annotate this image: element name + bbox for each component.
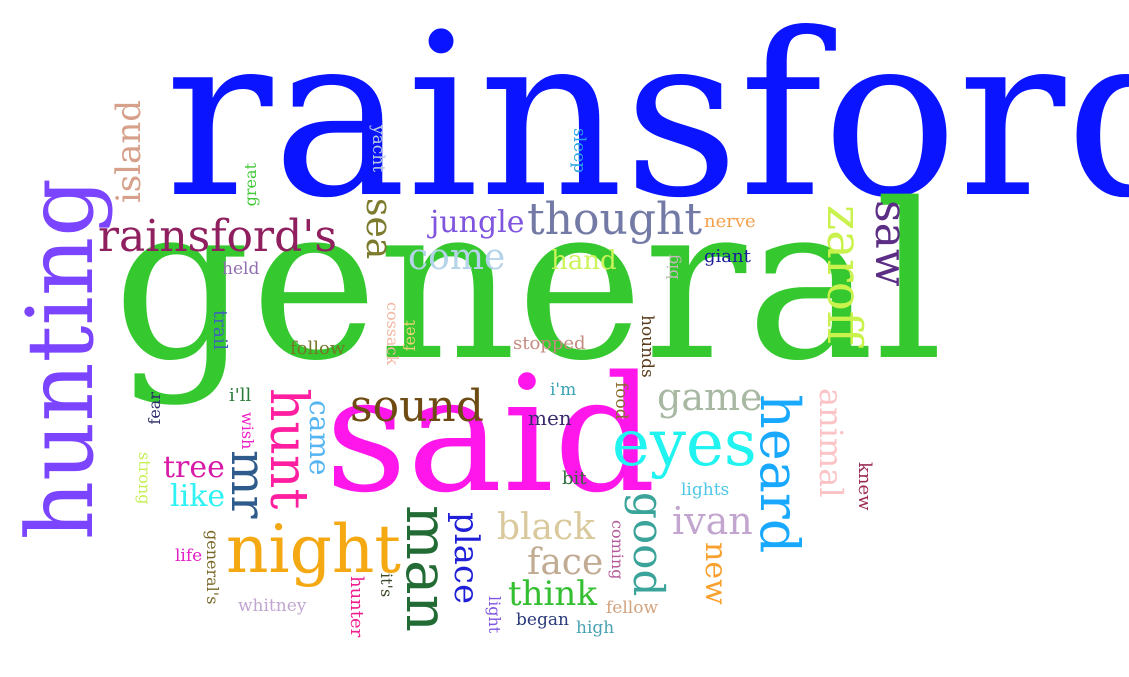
word-whitney: whitney — [238, 596, 307, 616]
word-place: place — [446, 512, 486, 605]
word-coming: coming — [608, 520, 627, 580]
word-zaroff: zaroff — [816, 205, 872, 345]
word-rainsfords: rainsford's — [98, 211, 337, 262]
word-heard: heard — [748, 394, 811, 554]
word-good: good — [624, 492, 673, 597]
word-sleep: sleep — [569, 128, 589, 174]
word-tree: tree — [163, 450, 225, 485]
word-jungle: jungle — [430, 205, 525, 240]
word-its: it's — [377, 573, 396, 598]
word-men: men — [528, 406, 572, 430]
word-hand: hand — [551, 246, 617, 276]
word-wish: wish — [238, 412, 257, 450]
word-ill: i'll — [229, 385, 252, 406]
word-giant: giant — [704, 246, 751, 267]
word-cossack: cossack — [383, 302, 402, 366]
word-generals: general's — [203, 530, 222, 605]
word-held: held — [222, 259, 260, 279]
word-ivan: ivan — [672, 499, 753, 543]
word-stopped: stopped — [513, 333, 586, 354]
word-great: great — [241, 163, 260, 207]
word-feet: feet — [400, 320, 419, 352]
word-mr: mr — [220, 450, 276, 519]
word-hunter: hunter — [346, 576, 367, 638]
word-sound: sound — [350, 381, 484, 432]
word-began: began — [516, 610, 569, 630]
word-hunting: hunting — [7, 178, 114, 541]
word-light: light — [485, 596, 504, 634]
word-sea: sea — [358, 198, 399, 260]
word-said: said — [325, 341, 657, 528]
word-lights: lights — [681, 480, 730, 500]
word-bit: bit — [562, 468, 587, 489]
word-think: think — [508, 574, 597, 614]
word-fellow: fellow — [606, 598, 659, 618]
word-follow: follow — [290, 338, 346, 359]
word-general: general — [113, 157, 944, 408]
word-island: island — [109, 100, 149, 204]
word-saw: saw — [865, 200, 916, 287]
word-trail: trail — [209, 310, 231, 351]
word-eyes: eyes — [612, 407, 757, 481]
word-yacht: yacht — [368, 125, 388, 173]
word-come: come — [408, 237, 506, 278]
word-hunt: hunt — [258, 388, 318, 510]
word-black: black — [497, 507, 595, 548]
word-thought: thought — [527, 194, 703, 245]
word-new: new — [698, 542, 733, 605]
word-face: face — [527, 542, 604, 583]
word-knew: knew — [854, 462, 875, 511]
word-nerve: nerve — [704, 211, 756, 232]
word-big: big — [663, 254, 682, 280]
word-rainsford: rainsford — [165, 0, 1129, 248]
word-high: high — [576, 618, 615, 638]
word-game: game — [657, 375, 763, 419]
word-food: food — [611, 382, 631, 420]
word-night: night — [226, 511, 401, 588]
word-strong: strong — [135, 452, 154, 505]
word-life: life — [175, 546, 203, 566]
word-animal: animal — [812, 388, 850, 498]
word-man: man — [393, 505, 461, 632]
word-fear: fear — [145, 392, 164, 425]
word-hounds: hounds — [637, 315, 657, 378]
word-came: came — [303, 400, 336, 476]
word-like: like — [170, 479, 226, 514]
word-im: i'm — [550, 380, 577, 400]
